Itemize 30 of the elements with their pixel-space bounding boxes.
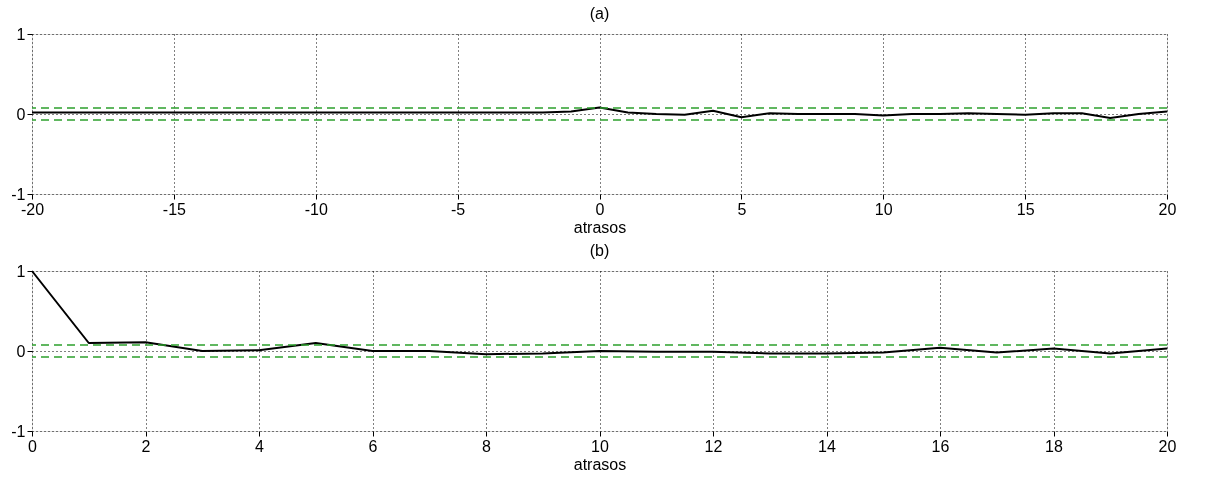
chart-title: (b): [589, 242, 610, 259]
x-tick-label: 0: [28, 437, 38, 455]
x-tick-label: -20: [20, 200, 45, 218]
x-axis-title: atrasos: [573, 455, 627, 473]
y-tick-label: -1: [11, 422, 26, 440]
x-tick-label: 5: [737, 200, 747, 218]
y-tick-label: 0: [16, 105, 26, 123]
x-tick-label: -5: [451, 200, 466, 218]
x-tick-label: 18: [1045, 437, 1063, 455]
x-tick-label: 20: [1158, 200, 1177, 218]
chart-title: (a): [589, 5, 610, 22]
x-tick-label: 20: [1158, 437, 1177, 455]
x-tick-label: 16: [931, 437, 950, 455]
x-tick-label: -15: [162, 200, 187, 218]
x-tick-label: 10: [591, 437, 609, 455]
x-tick-label: -10: [304, 200, 328, 218]
x-tick-label: 12: [704, 437, 723, 455]
x-tick-label: 10: [874, 200, 893, 218]
x-tick-label: 15: [1016, 200, 1035, 218]
y-tick-label: 0: [16, 342, 26, 360]
x-tick-label: 2: [141, 437, 151, 455]
x-tick-label: 8: [482, 437, 492, 455]
x-axis-title: atrasos: [573, 218, 627, 236]
y-tick-label: -1: [11, 185, 26, 203]
x-tick-label: 0: [595, 200, 605, 218]
x-tick-label: 4: [255, 437, 265, 455]
y-tick-label: 1: [16, 25, 26, 43]
x-tick-label: 6: [368, 437, 378, 455]
x-tick-label: 14: [818, 437, 836, 455]
y-tick-label: 1: [16, 262, 26, 280]
